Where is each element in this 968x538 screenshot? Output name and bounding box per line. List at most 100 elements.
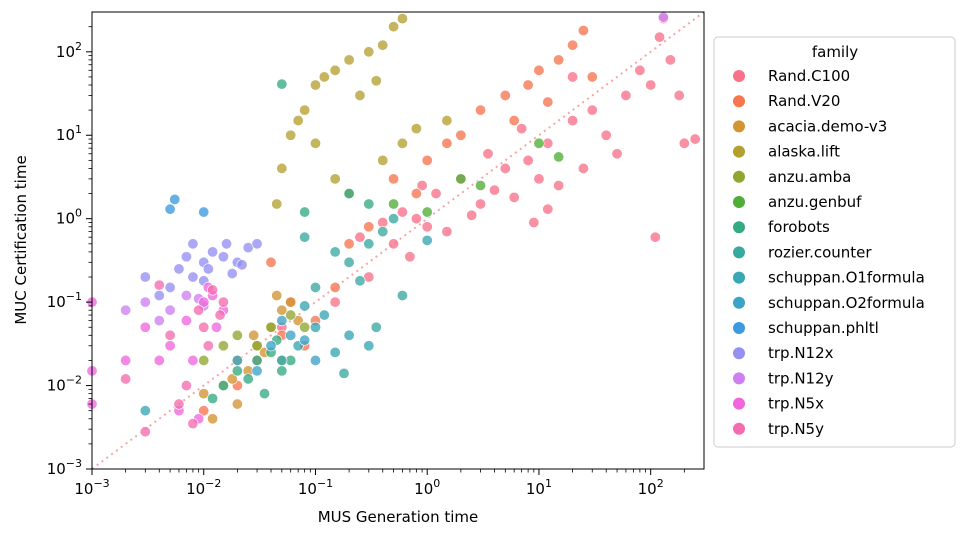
point	[441, 115, 453, 127]
point	[441, 226, 453, 238]
series-Rand.C100	[276, 13, 701, 333]
legend-label: Rand.C100	[768, 67, 850, 85]
point	[207, 284, 219, 296]
point	[553, 54, 565, 66]
point	[292, 315, 304, 327]
legend-marker	[733, 120, 745, 133]
point	[388, 21, 400, 33]
point	[499, 162, 511, 174]
legend-marker	[733, 70, 745, 82]
point	[466, 209, 478, 221]
point	[553, 151, 565, 163]
x-tick-label: 102	[638, 477, 664, 498]
point	[421, 234, 433, 246]
y-tick-label: 100	[56, 207, 82, 228]
point	[198, 354, 210, 366]
point	[180, 315, 192, 327]
legend-marker	[733, 145, 745, 158]
point	[276, 365, 288, 377]
legend: family Rand.C100 Rand.V20 acacia.demo-v3 al…	[713, 36, 956, 448]
point	[516, 123, 528, 135]
point	[292, 115, 304, 127]
legend-label: trp.N12x	[768, 344, 834, 362]
legend-label: anzu.amba	[768, 168, 851, 186]
point	[577, 162, 589, 174]
point	[508, 191, 520, 203]
x-axis-label: MUS Generation time	[318, 508, 479, 526]
point	[657, 11, 669, 23]
series-schuppan.phltl	[164, 193, 210, 218]
legend-label: anzu.genbuf	[768, 193, 862, 211]
point	[164, 203, 176, 215]
point	[410, 123, 422, 135]
point	[226, 268, 238, 280]
point	[430, 188, 442, 200]
plot-border	[91, 11, 705, 470]
legend-marker	[733, 95, 745, 108]
point	[173, 263, 185, 275]
point	[169, 193, 181, 205]
point	[217, 296, 229, 308]
point	[285, 309, 297, 321]
point	[522, 154, 534, 166]
point	[198, 388, 210, 400]
point	[285, 329, 297, 341]
point	[396, 290, 408, 302]
point	[649, 231, 661, 243]
point	[354, 275, 366, 287]
legend-item: schuppan.O2formula	[733, 294, 925, 312]
y-axis: 10−3 10−2 10−1 100 101 102	[47, 26, 92, 478]
point	[164, 340, 176, 352]
point	[318, 71, 330, 83]
point	[231, 354, 243, 366]
legend-item: rozier.counter	[733, 243, 872, 261]
point	[187, 418, 199, 430]
point	[276, 162, 288, 174]
point	[396, 206, 408, 218]
point	[299, 334, 311, 346]
point	[354, 231, 366, 243]
point	[265, 321, 277, 333]
legend-item: trp.N5x	[733, 395, 824, 413]
point	[388, 213, 400, 225]
point	[567, 71, 579, 83]
point	[533, 173, 545, 185]
legend-label: alaska.lift	[768, 143, 840, 161]
legend-marker	[733, 246, 745, 259]
point	[164, 281, 176, 293]
point	[600, 129, 612, 141]
legend-item: forobots	[733, 218, 830, 236]
point	[410, 188, 422, 200]
point	[299, 321, 311, 333]
point	[251, 238, 263, 250]
point	[404, 251, 416, 263]
legend-marker	[733, 397, 745, 410]
point	[251, 365, 263, 377]
point	[226, 373, 238, 385]
point	[251, 340, 263, 352]
point	[410, 213, 422, 225]
point	[153, 279, 165, 291]
legend-item: trp.N5y	[733, 420, 824, 438]
legend-marker	[733, 221, 745, 234]
point	[217, 340, 229, 352]
point	[475, 104, 487, 116]
point	[499, 89, 511, 101]
y-tick-label: 101	[56, 123, 82, 144]
point	[187, 354, 199, 366]
point	[309, 79, 321, 91]
point	[271, 198, 283, 210]
point	[173, 398, 185, 410]
point	[180, 380, 192, 392]
point	[309, 321, 321, 333]
legend-item: Rand.C100	[733, 67, 850, 85]
point	[265, 256, 277, 268]
point	[586, 104, 598, 116]
legend-items: Rand.C100 Rand.V20 acacia.demo-v3 alaska.li…	[733, 67, 925, 438]
x-tick-label: 100	[414, 477, 440, 498]
legend-marker	[733, 347, 745, 360]
point	[318, 309, 330, 321]
x-tick-label: 10−2	[186, 477, 221, 498]
point	[299, 300, 311, 312]
point	[522, 79, 534, 91]
